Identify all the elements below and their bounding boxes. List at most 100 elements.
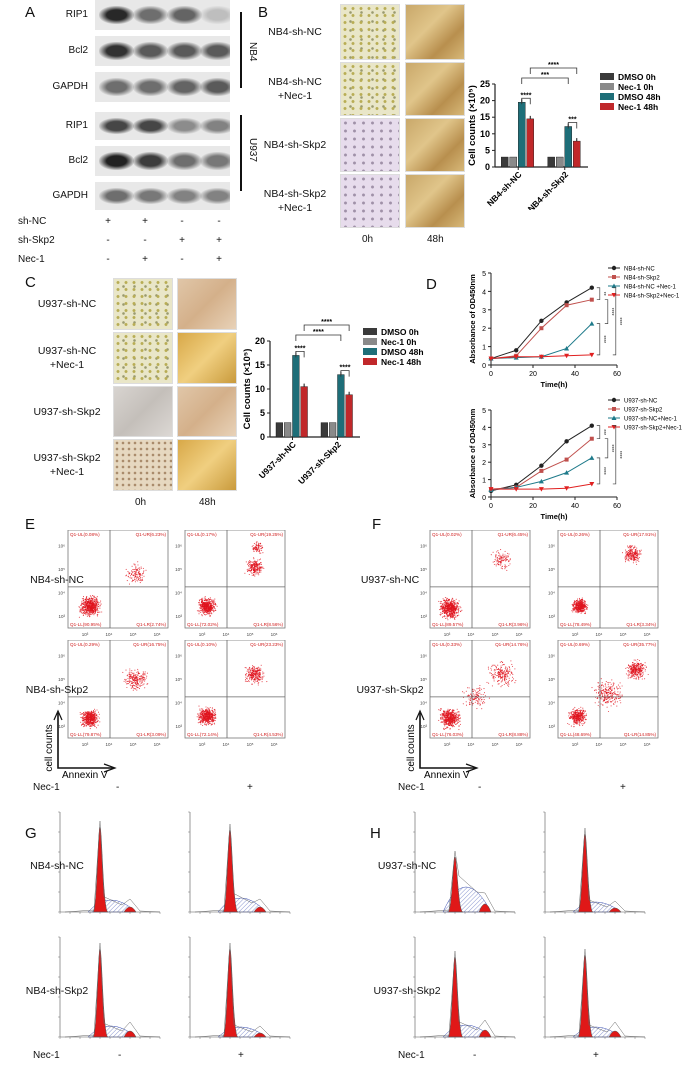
- flow-event-dot: [139, 672, 141, 675]
- flow-event-dot: [203, 611, 205, 613]
- flow-event-dot: [451, 605, 453, 607]
- flow-event-dot: [88, 713, 90, 715]
- flow-event-dot: [87, 713, 89, 715]
- flow-event-dot: [203, 597, 205, 599]
- flow-event-dot: [248, 570, 250, 572]
- flow-event-dot: [253, 573, 255, 575]
- flow-event-dot: [198, 601, 200, 604]
- flow-event-dot: [85, 711, 87, 713]
- flow-event-dot: [630, 556, 632, 558]
- flow-event-dot: [81, 608, 83, 610]
- flow-event-dot: [200, 710, 202, 712]
- flow-event-dot: [584, 605, 586, 607]
- flow-event-dot: [135, 678, 137, 680]
- flow-event-dot: [247, 674, 249, 677]
- flow-event-dot: [584, 609, 586, 611]
- flow-event-dot: [255, 680, 257, 682]
- flow-event-dot: [450, 616, 452, 618]
- flow-event-dot: [207, 613, 209, 615]
- flow-event-dot: [453, 601, 455, 603]
- flow-event-dot: [439, 614, 442, 616]
- flow-event-dot: [139, 576, 141, 579]
- flow-event-dot: [209, 722, 212, 724]
- flow-event-dot: [201, 600, 203, 602]
- flow-event-dot: [125, 679, 127, 681]
- flow-event-dot: [211, 709, 214, 711]
- flow-event-dot: [452, 616, 454, 618]
- flow-event-dot: [131, 672, 134, 674]
- micrograph-row-label: U937-sh-NC: [37, 298, 97, 310]
- flow-event-dot: [582, 602, 584, 604]
- data-point: [589, 352, 595, 358]
- flow-event-dot: [209, 598, 211, 600]
- quadrant-ul-label: Q1-UL(0.02%): [432, 532, 462, 537]
- significance-label: ****: [321, 319, 332, 326]
- flow-event-dot: [83, 726, 85, 728]
- flow-event-dot: [86, 606, 88, 608]
- flow-event-dot: [499, 555, 501, 557]
- y-tick-label: 0: [260, 432, 265, 442]
- y-tick-label: 10: [255, 384, 265, 394]
- flow-event-dot: [575, 607, 578, 609]
- flow-event-dot: [200, 713, 202, 715]
- y-tick-label: 10³: [420, 614, 427, 619]
- blot-row-label: Bcl2: [68, 45, 88, 56]
- flow-event-dot: [79, 609, 81, 611]
- flow-event-dot: [507, 552, 509, 554]
- flow-event-dot: [442, 605, 444, 607]
- flow-event-dot: [207, 605, 210, 607]
- flow-event-dot: [200, 708, 203, 710]
- y-tick-label: 1: [482, 478, 486, 485]
- flow-event-dot: [245, 674, 247, 676]
- flow-event-dot: [206, 713, 208, 715]
- flow-event-dot: [84, 612, 86, 614]
- quadrant-ul-label: Q1-UL(0.17%): [187, 532, 217, 537]
- flow-event-dot: [204, 722, 206, 724]
- flow-event-dot: [577, 606, 579, 608]
- flow-event-dot: [198, 705, 200, 707]
- flow-event-dot: [571, 604, 573, 606]
- micrograph-0h: [113, 332, 173, 384]
- y-tick-label: 5: [485, 145, 490, 155]
- flow-event-dot: [572, 609, 574, 611]
- legend-label: NB4-sh-Skp2: [624, 276, 660, 282]
- micrograph-0h: [340, 174, 400, 228]
- y-tick-label: 10⁵: [175, 567, 182, 572]
- flow-event-dot: [446, 613, 448, 615]
- flow-event-dot: [202, 717, 204, 719]
- flow-event-dot: [204, 595, 206, 598]
- flow-event-dot: [90, 598, 92, 600]
- flow-event-dot: [257, 679, 259, 681]
- flow-event-dot: [90, 710, 93, 712]
- micrograph-0h: [340, 62, 400, 116]
- flow-event-dot: [252, 671, 254, 673]
- flow-event-dot: [636, 563, 638, 565]
- time-column-label: 48h: [427, 234, 444, 245]
- flow-event-dot: [95, 602, 97, 604]
- flow-event-dot: [135, 574, 137, 576]
- flow-event-dot: [455, 613, 457, 615]
- flow-event-dot: [450, 601, 452, 603]
- flow-event-dot: [244, 572, 246, 574]
- blot-row-label: Bcl2: [68, 155, 88, 166]
- flow-event-dot: [254, 565, 256, 567]
- flow-event-dot: [579, 604, 581, 606]
- flow-event-dot: [494, 558, 496, 561]
- y-axis-label: cell counts: [44, 724, 55, 771]
- flow-event-dot: [251, 574, 253, 576]
- flow-event-dot: [494, 561, 496, 563]
- flow-event-dot: [213, 711, 215, 713]
- bar: [292, 355, 300, 438]
- panel-label-b: B: [258, 4, 269, 21]
- flow-event-dot: [210, 714, 212, 716]
- flow-event-dot: [101, 611, 103, 613]
- treatment-sign: -: [143, 235, 147, 246]
- flow-event-dot: [137, 676, 139, 678]
- data-point: [589, 481, 595, 487]
- flow-event-dot: [212, 602, 214, 604]
- flow-event-dot: [89, 725, 91, 727]
- flow-event-dot: [453, 605, 455, 608]
- quadrant-ll-label: Q1-LL(78.49%): [560, 622, 592, 627]
- flow-event-dot: [444, 603, 446, 605]
